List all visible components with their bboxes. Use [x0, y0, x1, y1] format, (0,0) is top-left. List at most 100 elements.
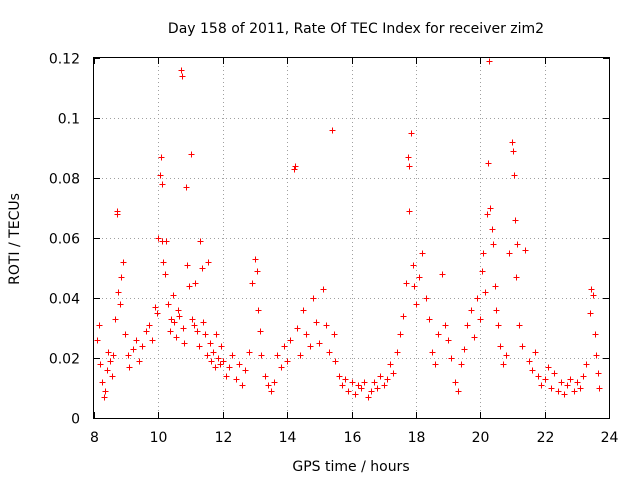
axis-ticks — [94, 58, 610, 419]
data-point — [207, 340, 214, 347]
data-point — [522, 247, 529, 254]
y-axis-label: ROTI / TECUs — [7, 193, 23, 285]
chart-title: Day 158 of 2011, Rate Of TEC Index for r… — [168, 21, 544, 37]
data-point — [532, 349, 539, 356]
data-point — [535, 373, 542, 380]
data-point — [284, 358, 291, 365]
data-point — [477, 316, 484, 323]
data-point — [432, 361, 439, 368]
data-point — [545, 364, 552, 371]
data-point — [448, 355, 455, 362]
data-point — [323, 322, 330, 329]
x-tick-label: 18 — [408, 430, 426, 446]
data-point — [387, 361, 394, 368]
data-point — [160, 259, 167, 266]
data-point — [352, 391, 359, 398]
x-tick-label: 20 — [472, 430, 490, 446]
data-point — [529, 367, 536, 374]
data-point — [281, 343, 288, 350]
data-point — [212, 364, 219, 371]
data-point — [411, 283, 418, 290]
data-point — [419, 250, 426, 257]
data-point — [200, 319, 207, 326]
data-point — [223, 373, 230, 380]
data-point — [246, 349, 253, 356]
y-tick-label: 0.1 — [58, 112, 80, 128]
x-tick-label: 22 — [537, 430, 555, 446]
data-point — [336, 373, 343, 380]
data-point — [413, 301, 420, 308]
data-point — [208, 358, 215, 365]
data-point — [292, 163, 299, 170]
data-point — [180, 325, 187, 332]
data-point — [94, 337, 101, 344]
data-point — [96, 322, 103, 329]
data-point — [217, 361, 224, 368]
data-point — [506, 250, 513, 257]
data-point — [332, 358, 339, 365]
data-point — [186, 283, 193, 290]
data-point — [191, 322, 198, 329]
data-point — [118, 274, 125, 281]
data-point — [331, 331, 338, 338]
data-point — [406, 208, 413, 215]
data-point — [358, 385, 365, 392]
data-point — [265, 382, 272, 389]
data-point — [184, 262, 191, 269]
data-point — [165, 301, 172, 308]
data-point — [542, 376, 549, 383]
data-point — [558, 379, 565, 386]
data-point — [205, 259, 212, 266]
data-point — [571, 388, 578, 395]
data-point — [197, 238, 204, 245]
data-point — [115, 289, 122, 296]
data-point — [202, 331, 209, 338]
data-point — [175, 307, 182, 314]
data-point — [313, 319, 320, 326]
data-point — [564, 382, 571, 389]
data-point — [384, 376, 391, 383]
data-point — [519, 343, 526, 350]
data-point — [199, 265, 206, 272]
data-point — [133, 337, 140, 344]
data-point — [390, 370, 397, 377]
data-point — [170, 292, 177, 299]
data-point — [114, 211, 121, 218]
data-point — [592, 331, 599, 338]
data-point — [580, 373, 587, 380]
data-point — [513, 274, 520, 281]
data-point — [485, 160, 492, 167]
data-point — [484, 211, 491, 218]
data-point — [410, 262, 417, 269]
data-point — [374, 385, 381, 392]
data-point — [229, 352, 236, 359]
data-point — [377, 373, 384, 380]
data-point — [158, 154, 165, 161]
data-point — [297, 352, 304, 359]
data-point — [487, 205, 494, 212]
data-point — [490, 241, 497, 248]
y-tick-label: 0 — [71, 412, 80, 428]
data-point — [213, 331, 220, 338]
data-point — [416, 274, 423, 281]
data-point — [464, 322, 471, 329]
data-point — [596, 385, 603, 392]
data-point — [345, 388, 352, 395]
data-point — [287, 337, 294, 344]
data-point — [171, 319, 178, 326]
y-tick-label: 0.08 — [49, 172, 80, 188]
data-point — [139, 343, 146, 350]
x-tick-label: 8 — [90, 430, 99, 446]
data-point — [255, 307, 262, 314]
data-point — [339, 382, 346, 389]
data-point — [196, 343, 203, 350]
data-point — [125, 352, 132, 359]
data-point — [526, 358, 533, 365]
data-point — [468, 307, 475, 314]
data-point — [157, 172, 164, 179]
data-point — [242, 367, 249, 374]
data-point — [455, 388, 462, 395]
data-point — [162, 271, 169, 278]
data-point — [146, 322, 153, 329]
